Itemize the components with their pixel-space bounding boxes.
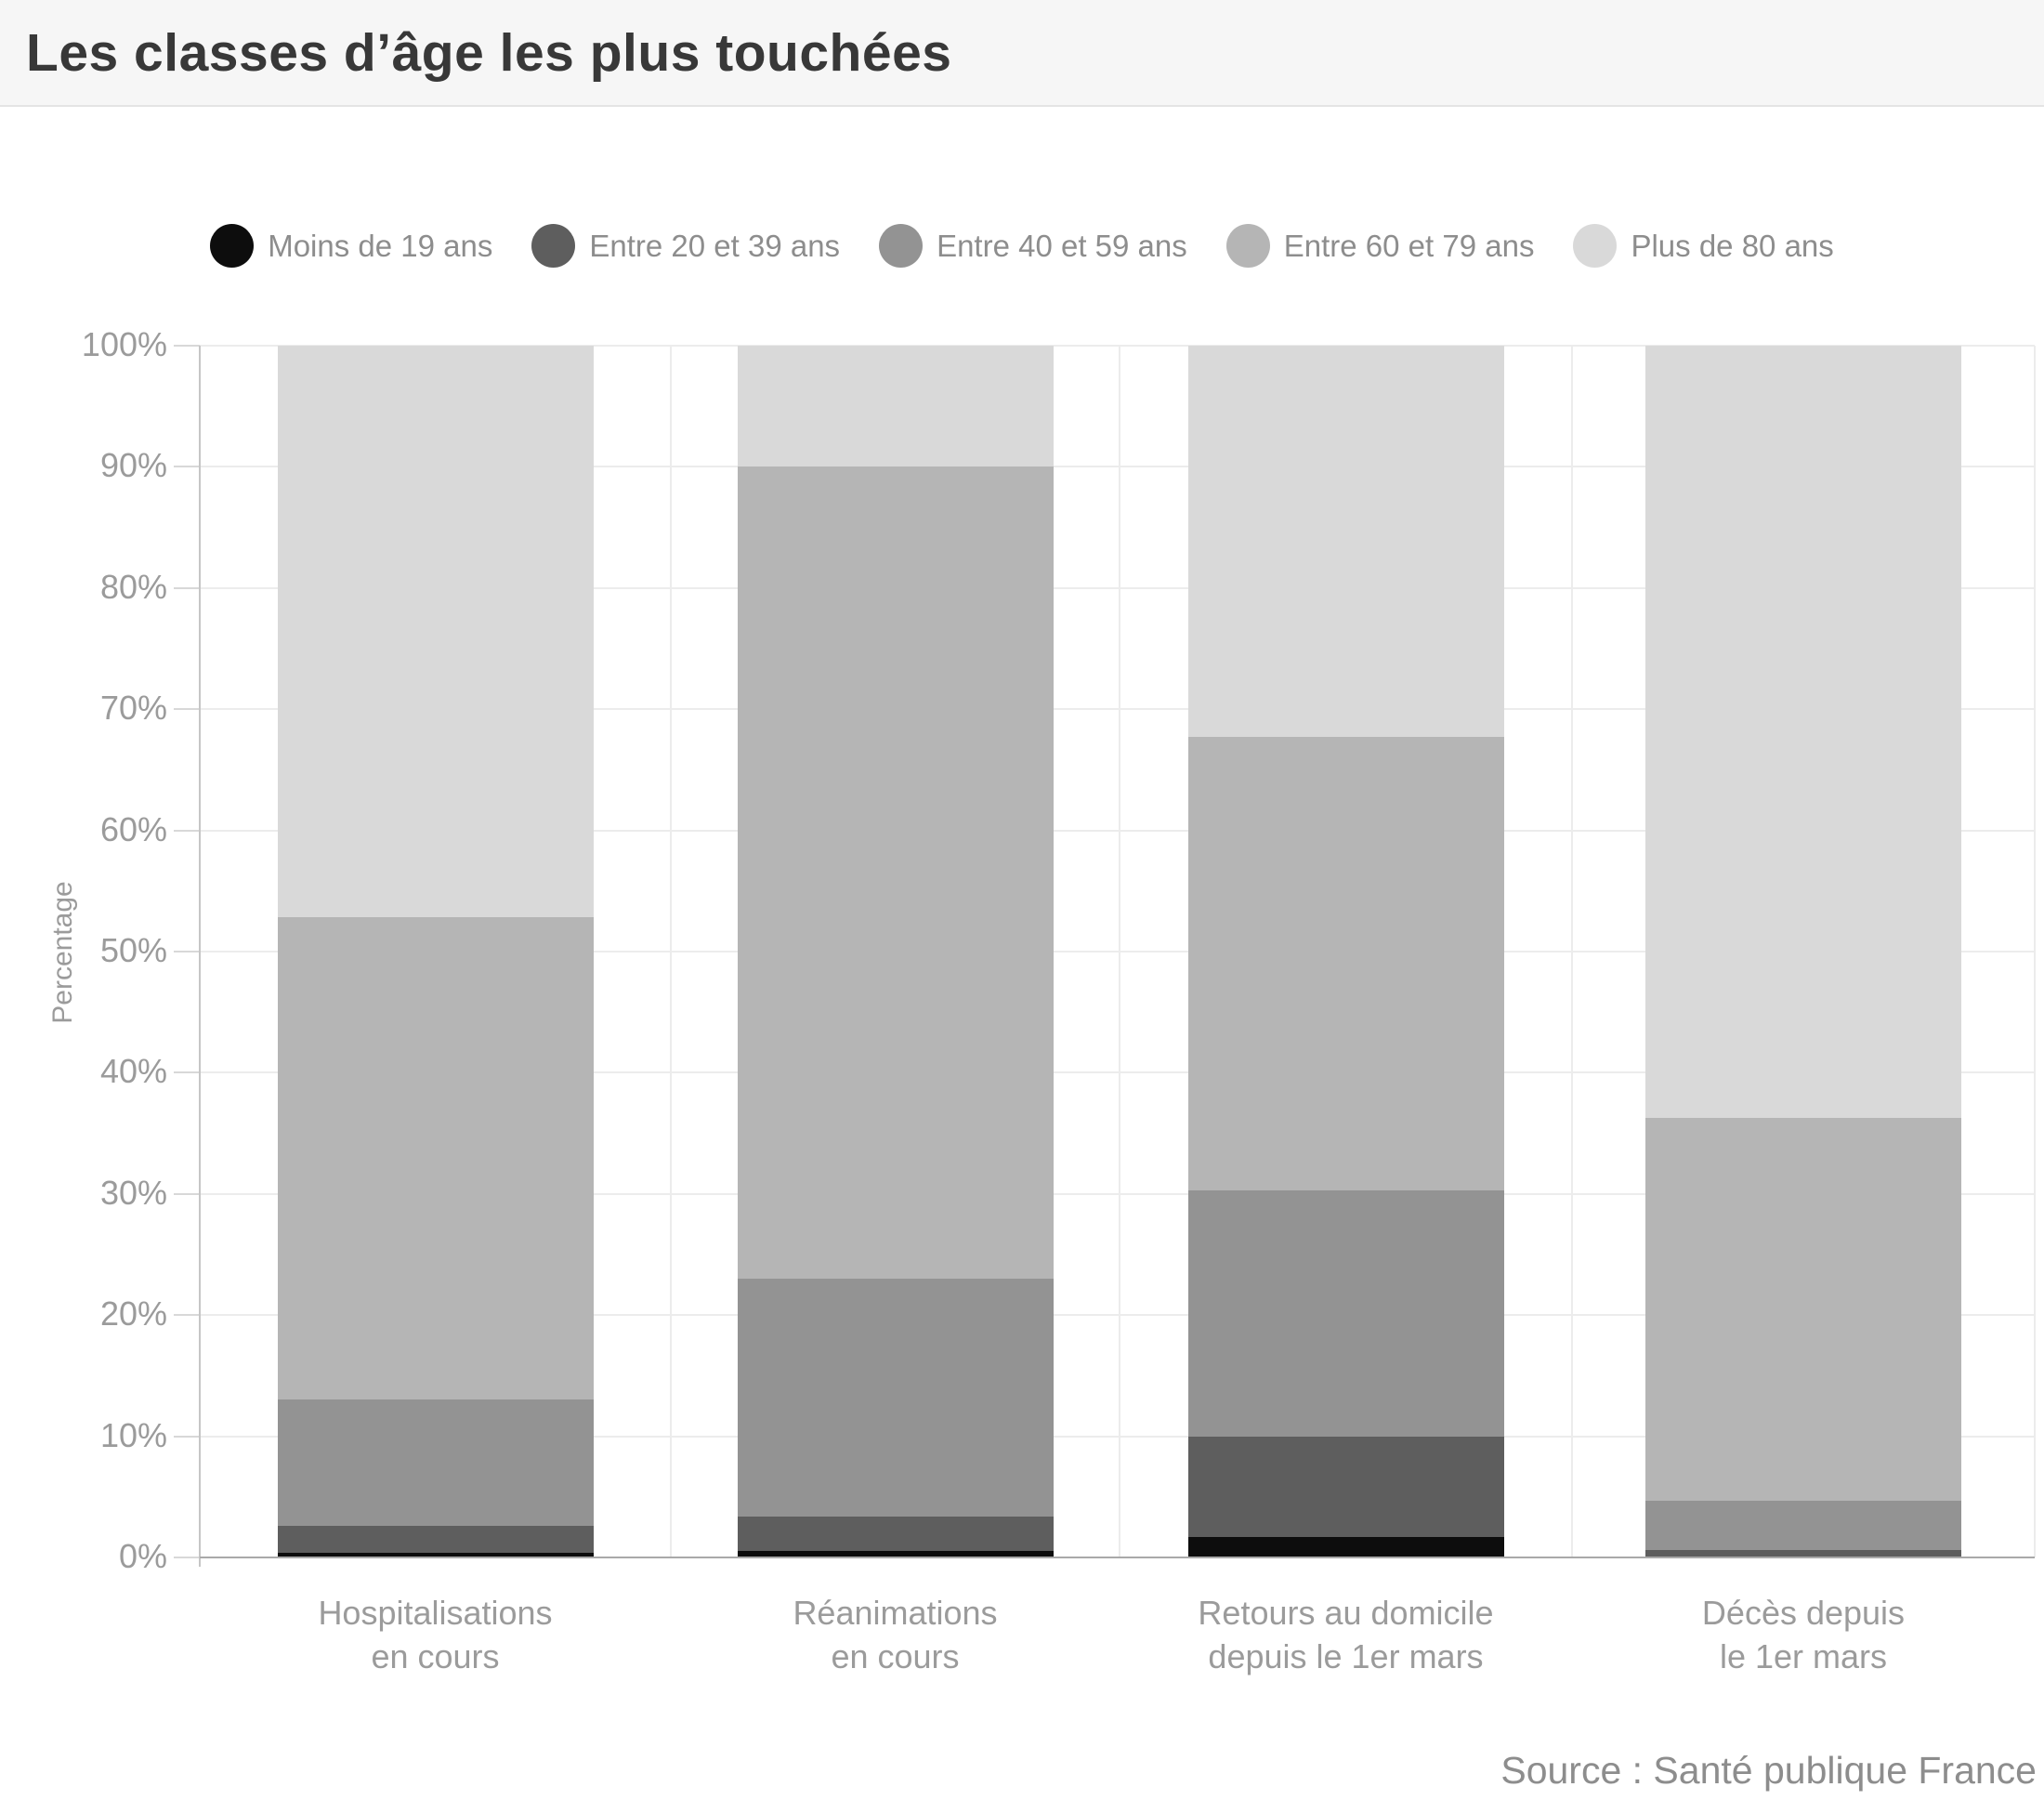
bar-segment[interactable] (737, 1516, 1054, 1552)
legend-item-label: Moins de 19 ans (268, 228, 493, 263)
h-gridline (200, 466, 2035, 468)
legend-item: Moins de 19 ans (210, 224, 492, 268)
y-tick-label: 30% (99, 1173, 167, 1212)
y-tick-label: 50% (99, 931, 167, 969)
legend-swatch (210, 224, 255, 268)
bar-segment[interactable] (737, 466, 1054, 1280)
bar-segment[interactable] (1645, 1500, 1961, 1551)
bar-segment[interactable] (1187, 737, 1504, 1190)
bar-segment[interactable] (277, 1552, 594, 1557)
x-category-label: Réanimations en cours (793, 1594, 998, 1675)
y-tick-label: 40% (99, 1052, 167, 1091)
bar-segment[interactable] (737, 1551, 1054, 1557)
y-tick-mark (174, 345, 200, 347)
x-category-label: Décès depuis le 1er mars (1701, 1594, 1906, 1675)
legend-item: Plus de 80 ans (1573, 224, 1834, 268)
legend-item: Entre 40 et 59 ans (879, 224, 1187, 268)
y-tick-label: 10% (99, 1415, 167, 1454)
y-tick-mark (174, 586, 200, 589)
legend-swatch (531, 224, 576, 268)
y-tick-mark (174, 829, 200, 832)
y-tick-label: 0% (118, 1537, 167, 1575)
v-gridline (1119, 346, 1120, 1557)
y-tick-mark (174, 1192, 200, 1195)
chart-title: Les classes d’âge les plus touchées (26, 22, 952, 83)
v-gridline (2034, 346, 2036, 1557)
bar-segment[interactable] (277, 1399, 594, 1527)
header-bar: Les classes d’âge les plus touchées (0, 0, 2044, 107)
bar-segment[interactable] (1645, 346, 1961, 1118)
y-tick-mark (174, 1314, 200, 1317)
y-axis-line (199, 346, 201, 1567)
legend-item-label: Entre 60 et 79 ans (1283, 228, 1535, 263)
bar-segment[interactable] (1187, 346, 1504, 738)
h-gridline (200, 345, 2035, 347)
v-gridline (670, 346, 672, 1557)
y-tick-mark (174, 1071, 200, 1074)
y-tick-mark (174, 951, 200, 952)
y-tick-label: 90% (99, 446, 167, 485)
y-tick-mark (174, 708, 200, 711)
h-gridline (200, 829, 2035, 832)
h-gridline (200, 586, 2035, 589)
bar-segment[interactable] (1645, 1550, 1961, 1557)
legend-item-label: Plus de 80 ans (1631, 228, 1834, 263)
y-tick-label: 80% (99, 567, 167, 606)
bar-segment[interactable] (277, 917, 594, 1400)
v-gridline (1571, 346, 1573, 1557)
bar-segment[interactable] (1187, 1189, 1504, 1437)
bar-segment[interactable] (1187, 1436, 1504, 1537)
legend: Moins de 19 ans Entre 20 et 39 ans Entre 4… (0, 224, 2044, 268)
h-gridline (200, 1071, 2035, 1074)
h-gridline (200, 951, 2035, 952)
x-category-label: Hospitalisations en cours (318, 1594, 553, 1675)
bar-segment[interactable] (737, 1279, 1054, 1517)
y-tick-mark (174, 466, 200, 468)
h-gridline (200, 1314, 2035, 1317)
source-credit: Source : Santé publique France (1500, 1749, 2037, 1792)
y-tick-label: 70% (99, 689, 167, 728)
h-gridline (200, 708, 2035, 711)
legend-item-label: Entre 20 et 39 ans (589, 228, 841, 263)
y-tick-mark (174, 1435, 200, 1438)
bar-segment[interactable] (1187, 1536, 1504, 1557)
bar-segment[interactable] (277, 346, 594, 918)
y-tick-mark (174, 1557, 200, 1558)
legend-swatch (1573, 224, 1618, 268)
bar-segment[interactable] (737, 346, 1054, 467)
y-tick-label: 20% (99, 1294, 167, 1333)
y-tick-label: 60% (99, 809, 167, 848)
h-gridline (200, 1435, 2035, 1438)
legend-item: Entre 20 et 39 ans (531, 224, 840, 268)
y-tick-label: 100% (81, 325, 167, 363)
bar-segment[interactable] (1645, 1117, 1961, 1501)
legend-item: Entre 60 et 79 ans (1225, 224, 1535, 268)
legend-swatch (1225, 224, 1270, 268)
x-category-label: Retours au domicile depuis le 1er mars (1198, 1594, 1494, 1675)
bar-segment[interactable] (277, 1526, 594, 1553)
legend-item-label: Entre 40 et 59 ans (937, 228, 1187, 263)
h-gridline (200, 1192, 2035, 1195)
x-axis-line (200, 1557, 2035, 1558)
legend-swatch (879, 224, 924, 268)
